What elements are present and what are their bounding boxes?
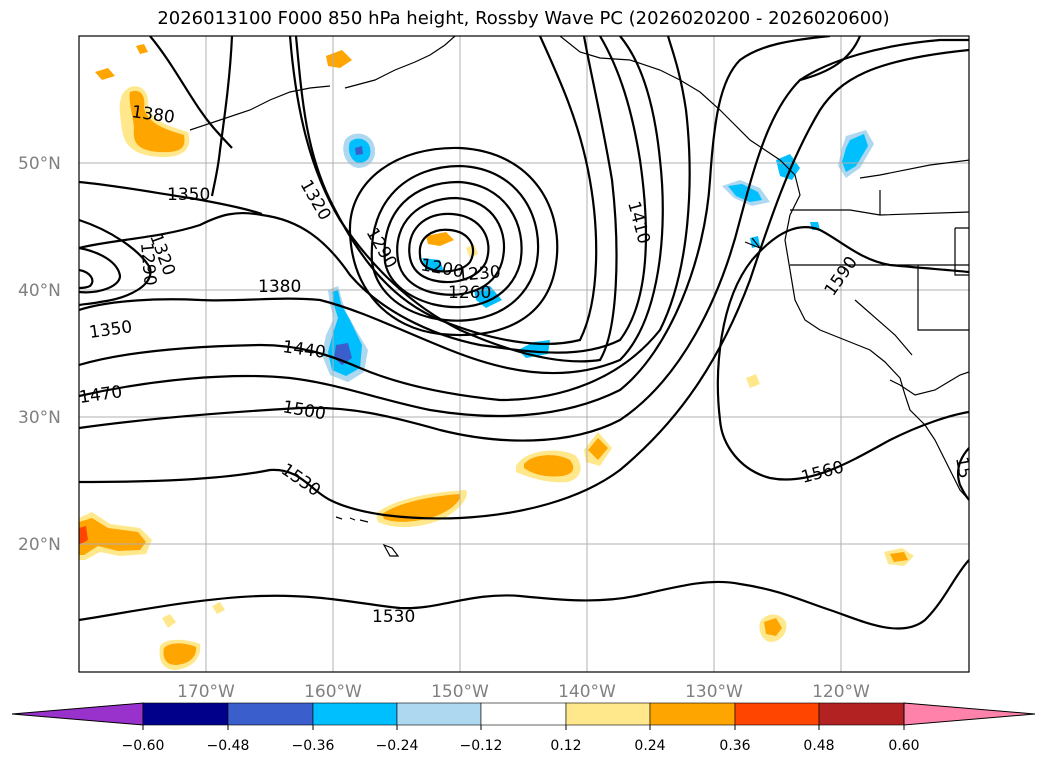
colorbar-swatch [142, 702, 229, 726]
contour-line [408, 212, 490, 284]
contour-line [79, 36, 664, 375]
contour-line [370, 164, 540, 322]
map-title: 2026013100 F000 850 hPa height, Rossby W… [157, 8, 890, 29]
contour-line [716, 226, 969, 421]
anomaly-patch [163, 643, 197, 665]
contour-label: 1380 [258, 277, 301, 297]
colorbar-tick-label: 0.36 [719, 738, 750, 754]
contour-line [210, 36, 234, 197]
anomaly-patch [129, 90, 185, 153]
anomaly-patch [136, 44, 148, 54]
coastline [889, 371, 969, 396]
lat-label: 20°N [18, 535, 61, 555]
contour-line [383, 180, 523, 309]
contour-line [799, 36, 862, 82]
colorbar-swatch [818, 702, 905, 726]
contour-label: 1530 [372, 607, 415, 627]
coastline [382, 543, 400, 557]
contour-label: 1260 [448, 283, 491, 303]
colorbar-tick-label: 0.48 [803, 738, 834, 754]
coastline [790, 209, 969, 216]
colorbar-tick-label: 0.24 [634, 738, 665, 754]
contour-label: 1350 [167, 185, 210, 205]
coastline [954, 227, 969, 276]
contour-line [288, 36, 618, 363]
colorbar-extend-high [903, 702, 1036, 726]
contour-line [79, 268, 94, 290]
colorbar-tick-label: 0.12 [550, 738, 581, 754]
contour-label: 1230 [457, 262, 502, 286]
anomaly-patch [728, 184, 762, 202]
anomaly-patch [426, 232, 454, 246]
colorbar-swatch [565, 702, 651, 726]
anomaly-patch [382, 494, 461, 522]
coastline [344, 36, 456, 89]
colorbar-tick-label: −0.12 [460, 738, 503, 754]
contour-line [79, 218, 152, 307]
coastline [335, 516, 369, 523]
coastline [189, 85, 331, 131]
lon-label: 120°W [812, 682, 870, 702]
contour-line [396, 196, 506, 296]
anomaly-patch [79, 526, 88, 545]
lon-labels: 170°W 160°W 150°W 140°W 130°W 120°W [177, 682, 870, 702]
coastline [859, 159, 969, 179]
contour-line [79, 559, 969, 630]
contour-line [294, 36, 598, 345]
anomaly-patch [95, 68, 115, 80]
contour-line [348, 146, 559, 337]
lon-label: 160°W [304, 682, 362, 702]
anomaly-patch [764, 618, 782, 636]
colorbar-extend-low [11, 702, 144, 726]
colorbar-swatch [480, 702, 567, 726]
contour-line [79, 36, 691, 402]
contour-line [956, 447, 969, 501]
contour-line [79, 180, 263, 216]
contour-line [718, 410, 969, 481]
anomaly-patch [524, 455, 574, 477]
lon-label: 150°W [431, 682, 489, 702]
colorbar-tick-label: −0.48 [207, 738, 250, 754]
contour-label: 15 [951, 455, 974, 480]
colorbar-tick-label: −0.60 [122, 738, 165, 754]
lon-label: 130°W [685, 682, 743, 702]
lon-label: 140°W [558, 682, 616, 702]
contour-line [418, 228, 475, 273]
lon-label: 170°W [177, 682, 235, 702]
lat-labels: 50°N 40°N 30°N 20°N [18, 154, 61, 555]
colorbar-swatch [396, 702, 482, 726]
anomaly-patch [466, 244, 478, 258]
lat-label: 40°N [18, 281, 61, 301]
contour-line [149, 36, 233, 149]
contour-line [79, 48, 969, 520]
colorbar-swatch [734, 702, 820, 726]
anomaly-patch [355, 146, 363, 155]
colorbar-swatch [312, 702, 398, 726]
coastline [917, 265, 969, 331]
anomaly-patch [212, 602, 225, 614]
height-contours [79, 36, 969, 630]
colorbar: −0.60 −0.48 −0.36 −0.24 −0.12 0.12 0.24 … [11, 702, 1036, 754]
colorbar-swatch [227, 702, 314, 726]
colorbar-tick-label: −0.36 [292, 738, 335, 754]
colorbar-tick-label: 0.60 [888, 738, 919, 754]
contour-line [79, 36, 831, 418]
anomaly-patch [588, 438, 608, 460]
colorbar-swatch [649, 702, 736, 726]
contour-label: 1290 [136, 242, 160, 287]
map-panel: 1380 1350 1320 1290 1320 1290 1200 1230 … [79, 36, 974, 672]
lat-label: 50°N [18, 154, 61, 174]
contour-line [79, 246, 122, 294]
anomaly-patch [79, 518, 146, 555]
lat-label: 30°N [18, 408, 61, 428]
coastline [854, 299, 913, 356]
colorbar-tick-label: −0.24 [376, 738, 419, 754]
map-frame [78, 35, 970, 673]
anomaly-patch [890, 552, 908, 562]
anomaly-patch [162, 614, 176, 628]
anomaly-patch [746, 374, 760, 388]
contour-line [79, 36, 648, 354]
